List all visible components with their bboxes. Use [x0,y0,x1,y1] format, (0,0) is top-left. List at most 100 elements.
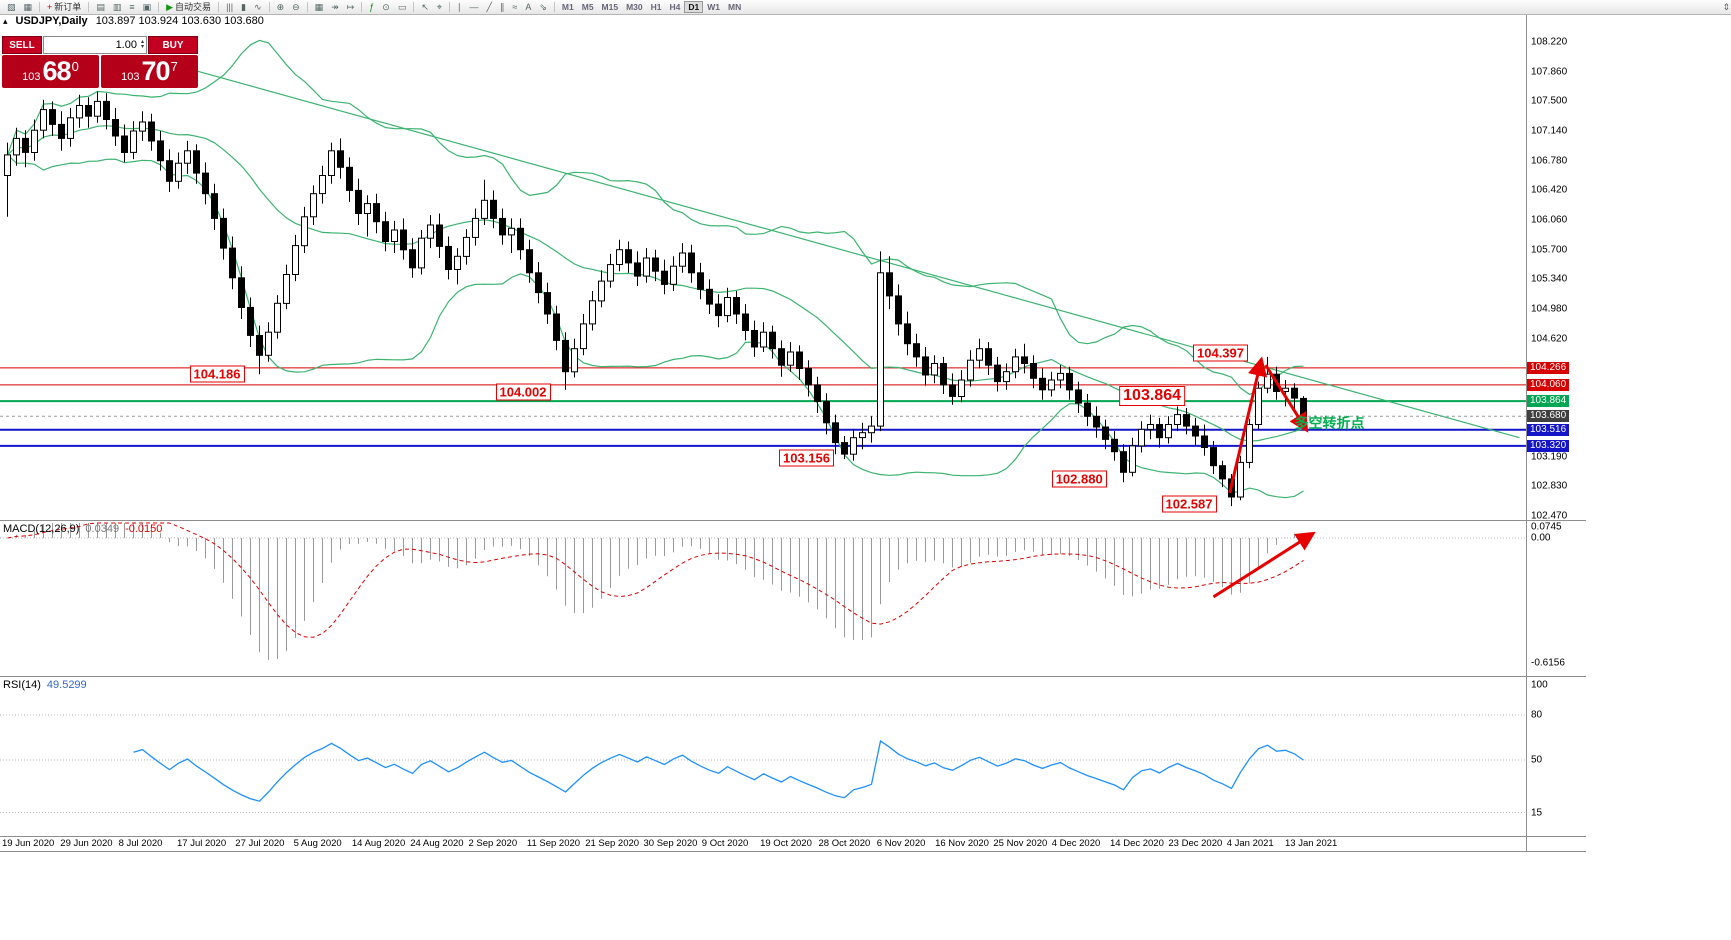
time-axis-label: 14 Aug 2020 [351,838,406,849]
timeframe-m30-button[interactable]: M30 [622,1,647,13]
crosshair-button[interactable]: ⌖ [433,1,446,13]
cursor-icon: ↖ [421,1,429,12]
price-note[interactable]: 104.002 [495,383,551,401]
chart-profiles-button[interactable]: ▦ [20,1,37,13]
price-axis-label: 106.060 [1531,214,1568,226]
draw-trendline-button[interactable]: ╱ [482,1,495,13]
one-click-toggle-icon[interactable]: ▴ [3,15,8,26]
time-axis[interactable]: 19 Jun 2020 29 Jun 2020 8 Jul 2020 17 Jul 2… [0,836,1526,852]
time-axis-label: 13 Jan 2021 [1285,838,1338,849]
draw-fibonacci-button[interactable]: ≈ [508,1,521,13]
crosshair-icon: ⌖ [436,1,442,12]
timeframe-w1-button[interactable]: W1 [703,1,724,13]
indicators-list-button[interactable]: ƒ [365,1,378,13]
time-axis-label: 4 Jan 2021 [1226,838,1274,849]
trend-arrow[interactable] [1264,364,1309,433]
cursor-button[interactable]: ↖ [417,1,433,13]
zoom-in-button[interactable]: ⊕ [273,1,289,13]
period-list-button[interactable]: ⊙ [378,1,394,13]
price-chart-canvas[interactable] [0,13,1526,520]
market-watch-button[interactable]: ▤ [92,1,109,13]
time-axis-label: 29 Jun 2020 [60,838,113,849]
new-order-icon: + [47,1,53,12]
new-chart-button[interactable]: ▧ [3,1,20,13]
chart-line-button[interactable]: ∿ [250,1,266,13]
auto-scroll-icon: ↠ [331,1,339,12]
timeframe-h4-button[interactable]: H4 [666,1,685,13]
price-axis-label: 106.420 [1531,184,1568,196]
buy-button[interactable]: BUY [148,36,198,54]
bid-price-button[interactable]: 103 68 0 [2,55,99,88]
draw-arrows-button[interactable]: ⇘ [535,1,551,13]
chart-shift-icon: ↦ [346,1,355,12]
time-axis-label: 30 Sep 2020 [643,838,698,849]
time-axis-label: 2 Sep 2020 [468,838,518,849]
panel-separator[interactable] [0,520,1586,521]
price-tag: 104.060 [1527,378,1570,391]
macd-signal-value: -0.0150 [125,523,163,535]
ask-pipette: 7 [170,59,178,74]
navigator-icon: ≡ [129,1,135,12]
chart-shift-button[interactable]: ↦ [343,1,359,13]
time-axis-label: 19 Oct 2020 [760,838,812,849]
rsi-panel-canvas[interactable] [0,677,1526,836]
draw-vertical-line-button[interactable]: ∣ [453,1,466,13]
macd-panel-canvas[interactable] [0,521,1526,676]
price-tag: 104.266 [1527,361,1570,374]
draw-arrows-icon: ⇘ [539,1,547,12]
draw-channel-button[interactable]: ∥ [496,1,509,13]
time-axis-label: 21 Sep 2020 [585,838,640,849]
chinese-annotation[interactable]: 多空转折点 [1294,414,1365,431]
terminal-button[interactable]: ▣ [139,1,156,13]
auto-scroll-button[interactable]: ↠ [327,1,343,13]
toolbar-separator [268,2,270,12]
spin-down-icon[interactable]: ▾ [140,44,144,50]
spin-up-icon[interactable]: ▴ [140,39,144,45]
window-bottom-border [0,851,1586,852]
timeframe-h1-button[interactable]: H1 [647,1,666,13]
trend-arrow[interactable] [1228,356,1268,494]
chart-bars-button[interactable]: ||| [222,1,237,13]
timeframe-m5-button[interactable]: M5 [578,1,598,13]
time-axis-label: 5 Aug 2020 [293,838,342,849]
volume-spinner[interactable]: ▴ ▾ [140,39,144,50]
zoom-out-button[interactable]: ⊖ [288,1,304,13]
ask-price-button[interactable]: 103 70 7 [101,55,198,88]
chart-candles-button[interactable]: ▮ [237,1,250,13]
timeframe-m15-button[interactable]: M15 [598,1,623,13]
price-axis-label: 106.780 [1531,155,1568,167]
price-note[interactable]: 102.587 [1161,495,1217,513]
volume-input[interactable]: 1.00 ▴ ▾ [43,36,147,54]
price-axis-label: 108.220 [1531,36,1568,48]
draw-text-button[interactable]: A [521,1,535,13]
rsi-header: RSI(14) 49.5299 [3,679,87,691]
timeframe-mn-button[interactable]: MN [724,1,745,13]
price-axis-label: 104.980 [1531,303,1568,315]
tile-windows-button[interactable]: ▦ [311,1,328,13]
data-window-button[interactable]: ▥ [109,1,126,13]
auto-trading-button[interactable]: ▶ 自动交易 [162,1,215,13]
price-axis[interactable]: 108.220 107.860 107.500 107.140 106.780 106.4… [1526,13,1731,851]
draw-horizontal-line-icon: ― [469,1,479,12]
draw-fibonacci-icon: ≈ [512,1,518,12]
macd-arrow[interactable] [1212,531,1316,599]
new-order-label: 新订单 [54,1,82,12]
timeframe-d1-button[interactable]: D1 [684,1,704,13]
sell-button[interactable]: SELL [2,36,42,54]
price-note[interactable]: 104.397 [1193,344,1248,362]
price-note[interactable]: 102.880 [1051,470,1107,488]
price-note[interactable]: 103.156 [779,449,834,467]
navigator-button[interactable]: ≡ [125,1,138,13]
price-note[interactable]: 103.864 [1119,385,1185,406]
new-order-button[interactable]: + 新订单 [43,1,85,13]
timeframe-m1-button[interactable]: M1 [558,1,578,13]
templates-button[interactable]: ▭ [394,1,411,13]
price-note[interactable]: 104.186 [189,365,245,383]
price-axis-label: 105.340 [1531,273,1568,285]
macd-label: MACD(12,26,9) [3,523,80,535]
draw-horizontal-line-button[interactable]: ― [465,1,482,13]
panel-separator[interactable] [0,676,1586,677]
rsi-axis-label: 80 [1531,709,1543,721]
docking-button[interactable]: ⇕ [1718,1,1731,13]
